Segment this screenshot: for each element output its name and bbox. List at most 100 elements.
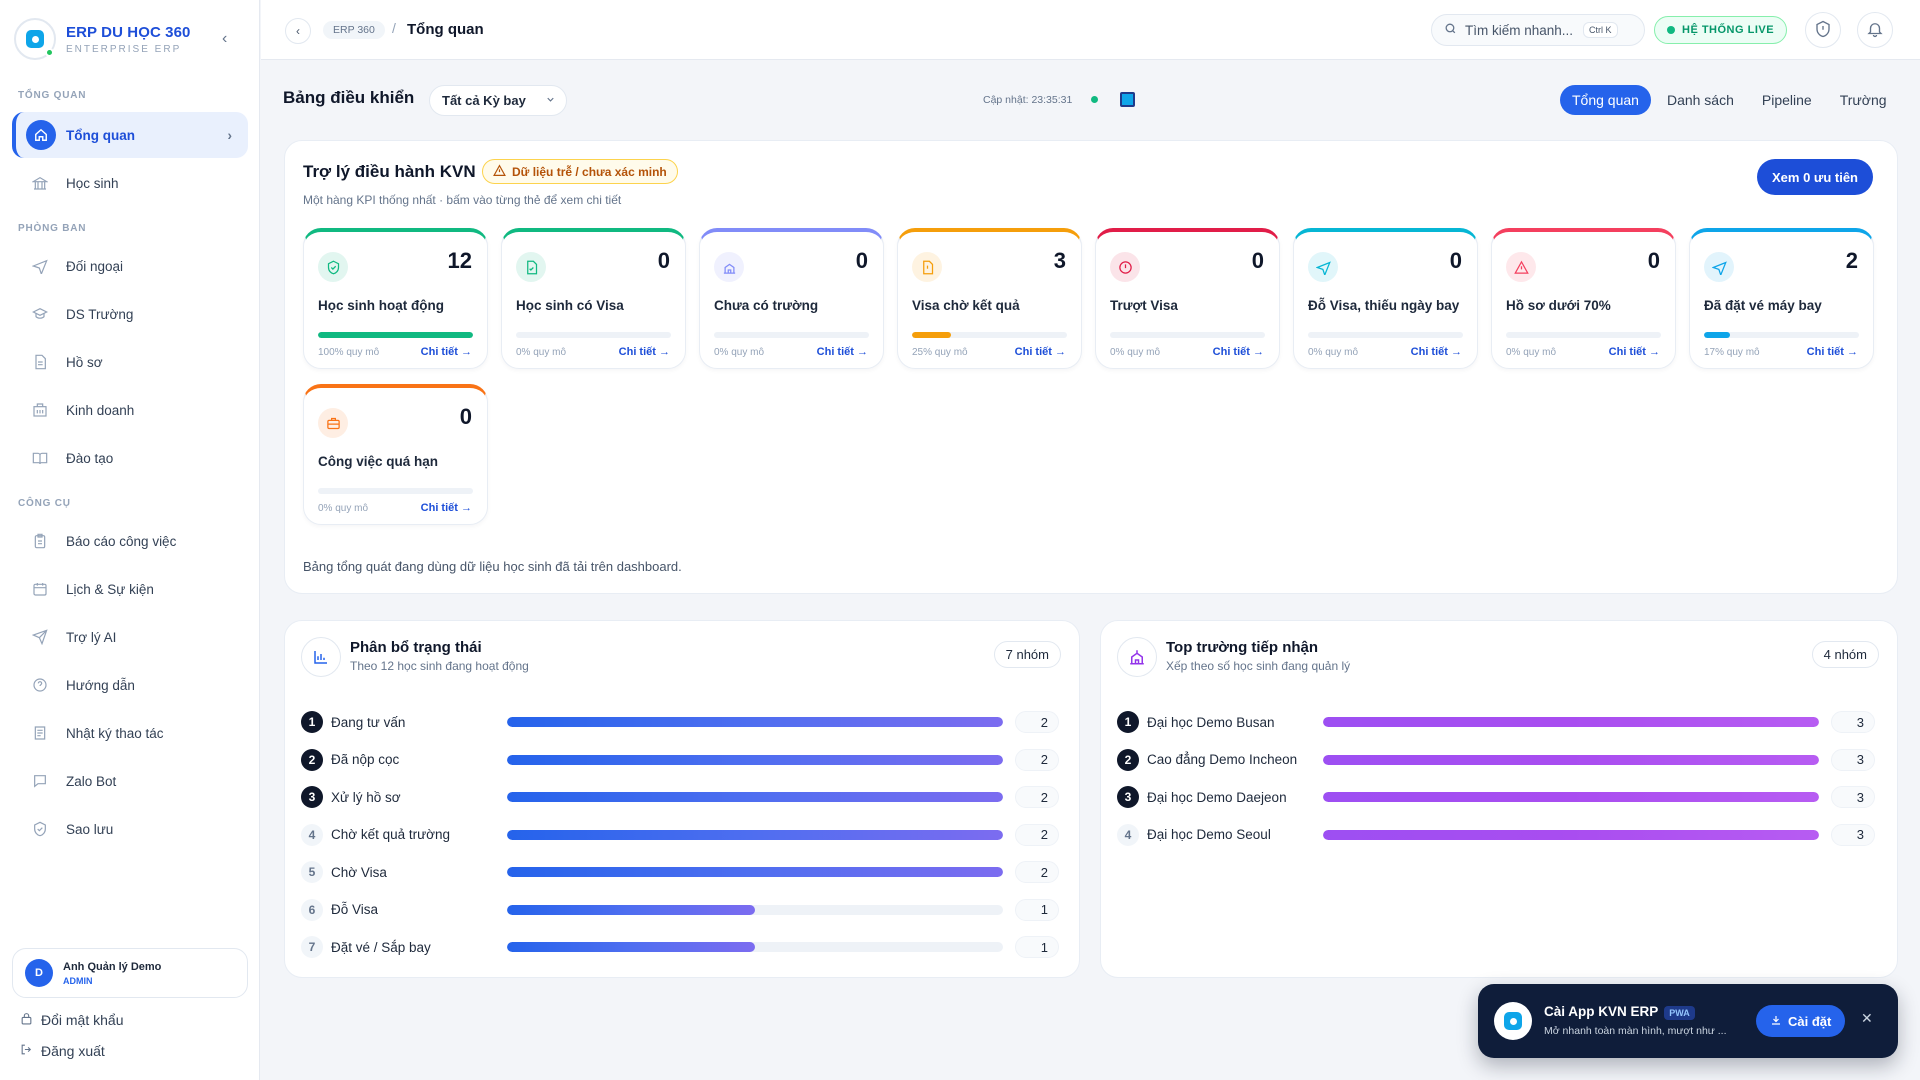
kpi-card[interactable]: 0 Học sinh có Visa 0% quy mô Chi tiết →	[501, 228, 686, 369]
bar-fill	[507, 792, 1003, 802]
sidebar-item-label: Sao lưu	[66, 821, 114, 837]
kpi-card[interactable]: 2 Đã đặt vé máy bay 17% quy mô Chi tiết →	[1689, 228, 1874, 369]
tab-schools[interactable]: Trường	[1839, 92, 1887, 108]
close-icon[interactable]: ✕	[1861, 1010, 1873, 1026]
kpi-detail-link[interactable]: Chi tiết →	[618, 346, 670, 358]
sidebar-item-label: Nhật ký thao tác	[66, 725, 164, 741]
brand-subtitle: ENTERPRISE ERP	[66, 43, 182, 55]
list-item[interactable]: 4 Chờ kết quả trường 2	[301, 823, 1064, 847]
live-label: HỆ THỐNG LIVE	[1682, 24, 1775, 36]
sidebar-item-records[interactable]: Hồ sơ	[12, 342, 248, 382]
list-item[interactable]: 3 Đại học Demo Daejeon 3	[1117, 785, 1880, 809]
kpi-card[interactable]: 3 Visa chờ kết quả 25% quy mô Chi tiết →	[897, 228, 1082, 369]
row-value: 2	[1015, 861, 1059, 883]
kpi-detail-link[interactable]: Chi tiết →	[1410, 346, 1462, 358]
rank-badge: 5	[301, 861, 323, 883]
kpi-scale: 17% quy mô	[1704, 347, 1760, 358]
kpi-card[interactable]: 0 Chưa có trường 0% quy mô Chi tiết →	[699, 228, 884, 369]
list-item[interactable]: 4 Đại học Demo Seoul 3	[1117, 823, 1880, 847]
user-name: Anh Quản lý Demo	[63, 960, 162, 973]
kpi-card[interactable]: 12 Học sinh hoạt động 100% quy mô Chi tiết …	[303, 228, 488, 369]
tab-overview[interactable]: Tổng quan	[1560, 85, 1651, 115]
section-tools: CÔNG CỤ	[18, 498, 71, 509]
sidebar-item-students[interactable]: Học sinh	[12, 163, 248, 203]
search-input[interactable]: Tìm kiếm nhanh... Ctrl K	[1431, 14, 1645, 46]
panel-note: Bảng tổng quát đang dùng dữ liệu học sin…	[303, 559, 682, 574]
bar-track	[507, 792, 1003, 802]
bar-fill	[507, 754, 1003, 765]
period-select[interactable]: Tất cả Kỳ bay	[429, 85, 567, 116]
view-priorities-button[interactable]: Xem 0 ưu tiên	[1757, 159, 1873, 195]
kpi-detail-link[interactable]: Chi tiết →	[1014, 346, 1066, 358]
kpi-value: 0	[855, 248, 868, 273]
list-item[interactable]: 6 Đỗ Visa 1	[301, 898, 1064, 922]
kpi-label: Học sinh hoạt động	[318, 298, 444, 313]
sidebar-item-backup[interactable]: Sao lưu	[12, 809, 248, 849]
kpi-value: 2	[1845, 248, 1858, 273]
logout-link[interactable]: Đăng xuất	[20, 1043, 105, 1059]
dashboard-title: Bảng điều khiển	[283, 88, 415, 107]
kpi-detail-link[interactable]: Chi tiết →	[1806, 346, 1858, 358]
sidebar-item-work-report[interactable]: Báo cáo công việc	[12, 521, 248, 561]
kpi-card[interactable]: 0 Công việc quá hạn 0% quy mô Chi tiết →	[303, 384, 488, 525]
sidebar-item-schools[interactable]: DS Trường	[12, 294, 248, 334]
sidebar-item-foreign-relations[interactable]: Đối ngoại	[12, 246, 248, 286]
sidebar-item-ai-assistant[interactable]: Trợ lý AI	[12, 617, 248, 657]
kpi-card[interactable]: 0 Trượt Visa 0% quy mô Chi tiết →	[1095, 228, 1280, 369]
chevron-down-icon	[545, 93, 556, 108]
kpi-detail-link[interactable]: Chi tiết →	[1608, 346, 1660, 358]
kpi-detail-link[interactable]: Chi tiết →	[420, 502, 472, 514]
updated-time: Cập nhật: 23:35:31	[983, 94, 1073, 106]
collapse-sidebar-icon[interactable]: ‹	[222, 30, 228, 47]
list-item[interactable]: 5 Chờ Visa 2	[301, 860, 1064, 884]
sidebar-item-label: Đào tạo	[66, 450, 114, 466]
kpi-card[interactable]: 0 Hồ sơ dưới 70% 0% quy mô Chi tiết →	[1491, 228, 1676, 369]
notifications-button[interactable]	[1857, 12, 1893, 48]
breadcrumb-root[interactable]: ERP 360	[323, 21, 385, 39]
kpi-value: 0	[1449, 248, 1462, 273]
list-item[interactable]: 2 Đã nộp cọc 2	[301, 748, 1064, 772]
briefcase-icon	[318, 408, 348, 438]
kpi-scale: 0% quy mô	[516, 347, 567, 358]
sidebar-item-activity-log[interactable]: Nhật ký thao tác	[12, 713, 248, 753]
back-button[interactable]: ‹	[285, 18, 311, 44]
refresh-icon[interactable]	[1120, 92, 1135, 107]
shield-check-icon	[30, 821, 50, 837]
kpi-detail-link[interactable]: Chi tiết →	[420, 346, 472, 358]
list-item[interactable]: 2 Cao đẳng Demo Incheon 3	[1117, 748, 1880, 772]
tab-pipeline[interactable]: Pipeline	[1761, 92, 1812, 108]
list-item[interactable]: 7 Đặt vé / Sắp bay 1	[301, 935, 1064, 959]
toast-subtitle: Mở nhanh toàn màn hình, mượt như ...	[1544, 1025, 1727, 1037]
warning-triangle-icon	[493, 163, 506, 180]
kpi-card[interactable]: 0 Đỗ Visa, thiếu ngày bay 0% quy mô Chi tiế…	[1293, 228, 1478, 369]
kpi-scale: 0% quy mô	[1110, 347, 1161, 358]
school-group-count: 4 nhóm	[1811, 641, 1879, 668]
brand[interactable]: ERP DU HỌC 360 ENTERPRISE ERP	[14, 18, 191, 60]
change-password-link[interactable]: Đổi mật khẩu	[20, 1012, 123, 1028]
sidebar-item-sales[interactable]: Kinh doanh	[12, 390, 248, 430]
sidebar-item-training[interactable]: Đào tạo	[12, 438, 248, 478]
sidebar-item-label: DS Trường	[66, 306, 134, 322]
list-item[interactable]: 1 Đang tư vấn 2	[301, 710, 1064, 734]
security-button[interactable]	[1805, 12, 1841, 48]
rank-badge: 3	[1117, 786, 1139, 808]
sidebar-item-overview[interactable]: Tổng quan ›	[12, 112, 248, 158]
sidebar-item-label: Báo cáo công việc	[66, 533, 177, 549]
status-panel-subtitle: Theo 12 học sinh đang hoạt động	[350, 659, 529, 673]
list-item[interactable]: 1 Đại học Demo Busan 3	[1117, 710, 1880, 734]
sidebar-item-guide[interactable]: Hướng dẫn	[12, 665, 248, 705]
user-card[interactable]: D Anh Quản lý Demo ADMIN	[12, 948, 248, 998]
bar-track	[507, 717, 1003, 727]
bar-chart-icon	[301, 637, 341, 677]
sidebar-item-zalo-bot[interactable]: Zalo Bot	[12, 761, 248, 801]
page-title: Tổng quan	[407, 21, 484, 38]
file-alert-icon	[912, 252, 942, 282]
tab-list[interactable]: Danh sách	[1666, 92, 1734, 108]
list-item[interactable]: 3 Xử lý hồ sơ 2	[301, 785, 1064, 809]
sidebar-item-calendar[interactable]: Lịch & Sự kiện	[12, 569, 248, 609]
install-button[interactable]: Cài đặt	[1756, 1005, 1846, 1037]
kpi-detail-link[interactable]: Chi tiết →	[1212, 346, 1264, 358]
row-value: 2	[1015, 711, 1059, 733]
kpi-detail-link[interactable]: Chi tiết →	[816, 346, 868, 358]
sidebar-item-label: Đối ngoại	[66, 258, 124, 274]
